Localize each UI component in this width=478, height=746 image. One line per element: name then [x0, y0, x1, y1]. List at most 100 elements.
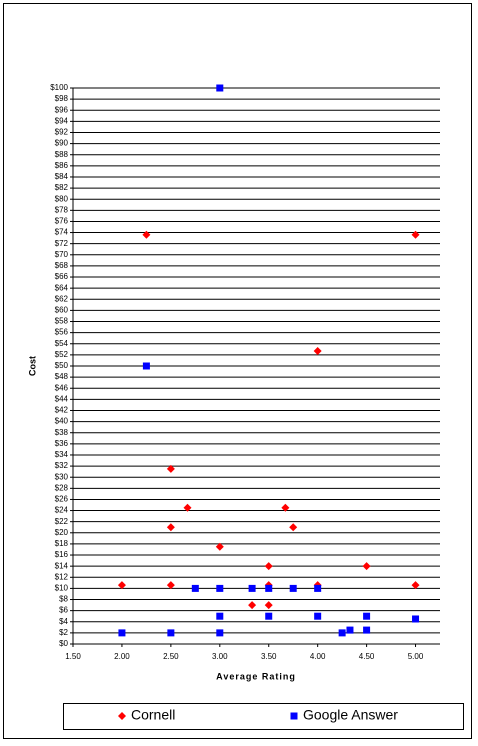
y-tick-label: $32: [55, 461, 69, 470]
y-tick-label: $10: [55, 584, 69, 593]
point: [313, 346, 322, 355]
y-tick-label: $42: [55, 406, 69, 415]
legend-marker: [290, 712, 298, 720]
y-tick-label: $70: [55, 250, 69, 259]
point: [166, 523, 175, 532]
y-tick-label: $100: [50, 83, 68, 92]
point: [346, 626, 354, 634]
y-tick-label: $86: [55, 161, 69, 170]
point: [142, 230, 151, 239]
y-tick-label: $40: [55, 417, 69, 426]
point: [338, 629, 346, 637]
y-tick-label: $12: [55, 572, 69, 581]
point: [264, 601, 273, 610]
y-tick-label: $48: [55, 372, 69, 381]
y-tick-label: $26: [55, 495, 69, 504]
y-tick-label: $72: [55, 239, 69, 248]
y-tick-label: $66: [55, 272, 69, 281]
y-tick-label: $36: [55, 439, 69, 448]
y-tick-label: $30: [55, 472, 69, 481]
x-tick-label: 2.50: [163, 652, 179, 661]
y-tick-label: $96: [55, 105, 69, 114]
legend-box: [63, 703, 464, 730]
legend-label: Google Answer: [303, 707, 398, 723]
point: [362, 562, 371, 571]
point: [314, 584, 322, 592]
point: [363, 626, 371, 634]
y-tick-label: $18: [55, 539, 69, 548]
x-tick-label: 3.00: [212, 652, 228, 661]
chart-frame: [3, 3, 472, 739]
y-tick-label: $38: [55, 428, 69, 437]
y-tick-label: $6: [59, 606, 68, 615]
point: [412, 615, 420, 623]
point: [265, 584, 273, 592]
point: [216, 629, 224, 637]
point: [216, 612, 224, 620]
y-tick-label: $82: [55, 183, 69, 192]
point: [183, 503, 192, 512]
y-tick-label: $54: [55, 339, 69, 348]
point: [314, 612, 322, 620]
y-tick-label: $0: [59, 639, 68, 648]
y-tick-label: $20: [55, 528, 69, 537]
x-tick-label: 4.50: [359, 652, 375, 661]
y-tick-label: $88: [55, 150, 69, 159]
y-tick-label: $28: [55, 483, 69, 492]
y-tick-label: $8: [59, 595, 68, 604]
y-tick-label: $62: [55, 294, 69, 303]
point: [216, 584, 224, 592]
point: [215, 542, 224, 551]
point: [411, 581, 420, 590]
y-tick-label: $98: [55, 94, 69, 103]
y-tick-label: $94: [55, 116, 69, 125]
y-tick-label: $60: [55, 306, 69, 315]
y-tick-label: $14: [55, 561, 69, 570]
y-tick-label: $4: [59, 617, 68, 626]
y-tick-label: $46: [55, 383, 69, 392]
y-tick-label: $90: [55, 139, 69, 148]
point: [289, 523, 298, 532]
y-tick-label: $74: [55, 228, 69, 237]
point: [248, 601, 257, 610]
y-tick-label: $16: [55, 550, 69, 559]
point: [191, 584, 199, 592]
y-tick-label: $80: [55, 194, 69, 203]
x-tick-label: 5.00: [408, 652, 424, 661]
y-tick-label: $24: [55, 506, 69, 515]
point: [264, 562, 273, 571]
point: [142, 362, 150, 370]
y-tick-label: $22: [55, 517, 69, 526]
y-tick-label: $56: [55, 328, 69, 337]
point: [248, 584, 256, 592]
y-tick-label: $58: [55, 317, 69, 326]
y-tick-label: $78: [55, 205, 69, 214]
y-tick-label: $2: [59, 628, 68, 637]
y-tick-label: $52: [55, 350, 69, 359]
point: [216, 84, 224, 92]
legend-marker: [118, 712, 126, 720]
point: [411, 230, 420, 239]
y-tick-label: $84: [55, 172, 69, 181]
y-tick-label: $92: [55, 128, 69, 137]
point: [281, 503, 290, 512]
point: [289, 584, 297, 592]
y-tick-label: $50: [55, 361, 69, 370]
y-tick-label: $64: [55, 283, 69, 292]
point: [117, 581, 126, 590]
y-tick-label: $34: [55, 450, 69, 459]
point: [363, 612, 371, 620]
x-axis-label: Average Rating: [216, 671, 296, 681]
y-tick-label: $68: [55, 261, 69, 270]
legend-label: Cornell: [131, 707, 175, 723]
point: [166, 464, 175, 473]
x-tick-label: 2.00: [114, 652, 130, 661]
x-tick-label: 4.00: [310, 652, 326, 661]
y-axis-label: Cost: [27, 356, 37, 376]
y-tick-label: $76: [55, 217, 69, 226]
point: [167, 629, 175, 637]
point: [118, 629, 126, 637]
point: [265, 612, 273, 620]
